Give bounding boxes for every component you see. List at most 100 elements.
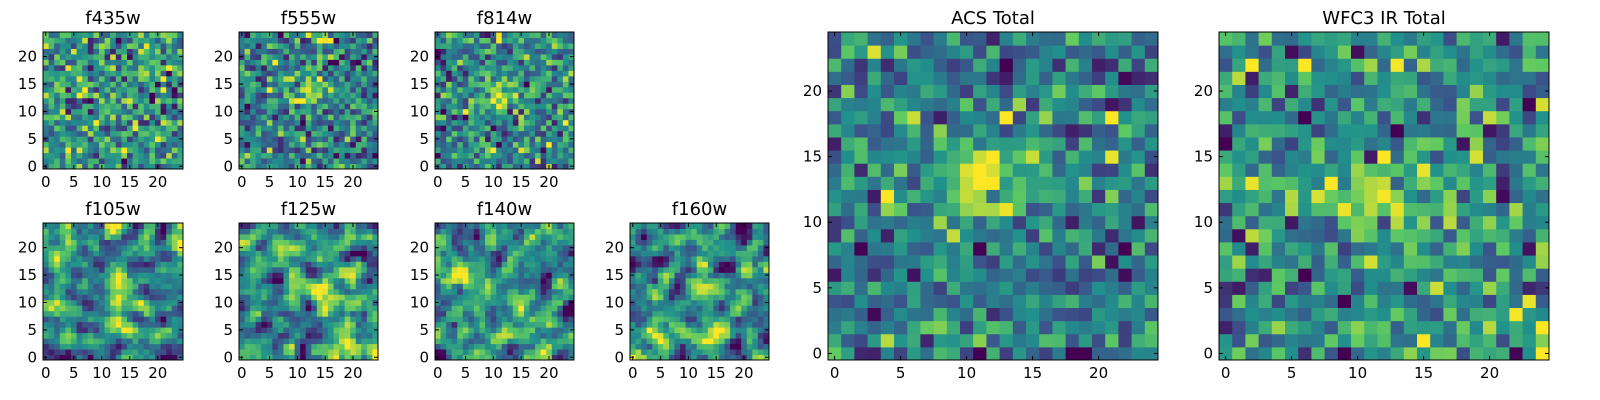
heatmap-cell [468,272,475,279]
heatmap-cell [239,37,246,44]
heatmap-cell [43,114,50,121]
heatmap-cell [668,332,675,339]
heatmap-cell [344,125,351,132]
heatmap-cell [294,37,301,44]
heatmap-cell [305,338,312,345]
heatmap-cell [99,48,106,55]
heatmap-cell [702,316,709,323]
heatmap-cell [327,53,335,60]
heatmap-cell [880,346,895,361]
heatmap-cell [54,81,61,88]
heatmap-cell [121,37,128,44]
heatmap-cell [166,92,173,99]
heatmap-cell [277,86,284,93]
heatmap-cell [730,228,737,235]
heatmap-cell [305,81,312,88]
heatmap-cell [635,343,642,350]
heatmap-cell [149,125,156,132]
heatmap-cell [446,349,453,356]
heatmap-cell [115,288,122,295]
heatmap-cell [289,299,296,306]
heatmap-cell [372,338,379,345]
heatmap-cell [294,283,301,290]
heatmap-cell [149,59,156,66]
heatmap-cell [724,239,731,246]
heatmap-cell [707,327,714,334]
heatmap-cell [724,233,731,240]
heatmap-cell [907,294,921,309]
heatmap-cell [535,294,542,301]
heatmap-cell [76,239,83,246]
heatmap-cell [652,321,659,328]
heatmap-cell [680,294,687,301]
heatmap-cell [166,108,173,115]
heatmap-cell [322,277,329,284]
heatmap-cell [143,81,150,88]
heatmap-cell [294,130,301,137]
heatmap-cell [523,299,531,306]
heatmap-cell [523,332,531,339]
heatmap-cell [311,332,318,339]
heatmap-cell [535,349,542,356]
heatmap-cell [250,310,257,317]
heatmap-cell [99,75,106,82]
heatmap-cell [485,349,492,356]
heatmap-cell [149,48,156,55]
y-tick-label: 10 [410,102,429,120]
heatmap-cell [59,158,66,165]
heatmap-cell [702,288,709,295]
heatmap-cell [71,349,78,356]
heatmap-cell [451,338,458,345]
heatmap-cell [300,119,307,126]
heatmap-cell [166,343,173,350]
heatmap-cell [1065,163,1080,177]
heatmap-cell [960,228,974,243]
heatmap-cell [110,343,117,350]
heatmap-cell [512,70,519,77]
heatmap-cell [132,32,139,38]
heatmap-cell [551,310,558,317]
heatmap-cell [485,64,492,71]
heatmap-cell [451,152,458,159]
heatmap-cell [451,250,458,257]
heatmap-cell [48,316,55,323]
heatmap-cell [540,343,547,350]
heatmap-cell [507,136,514,143]
heatmap-cell [668,321,675,328]
heatmap-cell [54,305,61,312]
heatmap-cell [250,244,257,251]
heatmap-cell [841,215,855,230]
heatmap-cell [166,299,173,306]
heatmap-cell [177,305,184,312]
heatmap-cell [115,97,122,104]
heatmap-cell [663,266,670,273]
heatmap-cell [730,343,737,350]
heatmap-cell [93,141,100,148]
heatmap-cell [685,294,692,301]
panel-title: f125w [281,199,336,220]
heatmap-cell [551,141,558,148]
heatmap-cell [255,349,262,356]
heatmap-cell [473,327,480,334]
heatmap-cell [99,305,106,312]
heatmap-cell [479,119,486,126]
heatmap-cell [496,48,503,55]
heatmap-cell [635,261,642,268]
heatmap-cell [512,64,519,71]
heatmap-cell [355,158,362,165]
heatmap-cell [277,261,284,268]
heatmap-cell [54,130,61,137]
heatmap-cell [339,152,346,159]
heatmap-cell [933,281,948,295]
heatmap-cell [435,261,442,268]
heatmap-cell [166,152,173,159]
heatmap-cell [763,277,770,284]
heatmap-cell [289,75,296,82]
heatmap-cell [718,255,726,262]
heatmap-cell [707,332,714,339]
heatmap-cell [630,261,637,268]
heatmap-cell [551,321,558,328]
heatmap-cell [446,42,453,49]
heatmap-cell [93,92,100,99]
heatmap-cell [300,233,307,240]
